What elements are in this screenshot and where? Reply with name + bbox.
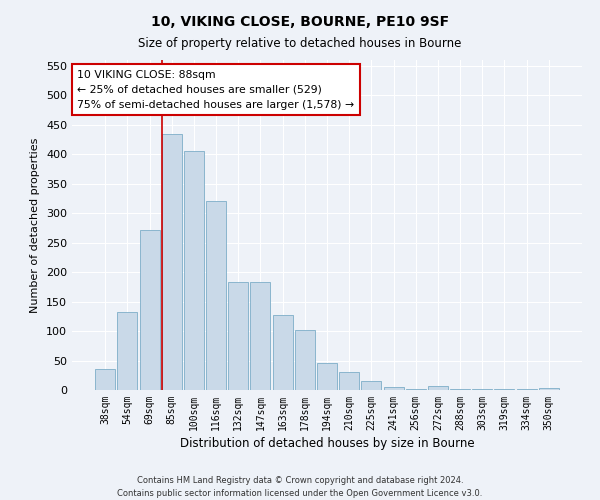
Bar	[428, 386, 448, 390]
Bar	[317, 364, 337, 390]
Bar	[118, 312, 137, 390]
Bar	[494, 389, 514, 390]
Bar	[272, 315, 293, 390]
Bar	[228, 282, 248, 390]
Bar	[140, 230, 160, 390]
Bar	[184, 152, 204, 390]
Text: Contains HM Land Registry data © Crown copyright and database right 2024.
Contai: Contains HM Land Registry data © Crown c…	[118, 476, 482, 498]
Bar	[450, 389, 470, 390]
X-axis label: Distribution of detached houses by size in Bourne: Distribution of detached houses by size …	[179, 437, 475, 450]
Bar	[95, 370, 115, 390]
Bar	[406, 389, 426, 390]
Bar	[162, 134, 182, 390]
Bar	[206, 202, 226, 390]
Bar	[339, 372, 359, 390]
Bar	[361, 380, 382, 390]
Text: 10 VIKING CLOSE: 88sqm
← 25% of detached houses are smaller (529)
75% of semi-de: 10 VIKING CLOSE: 88sqm ← 25% of detached…	[77, 70, 354, 110]
Bar	[250, 282, 271, 390]
Text: Size of property relative to detached houses in Bourne: Size of property relative to detached ho…	[139, 38, 461, 51]
Bar	[295, 330, 315, 390]
Y-axis label: Number of detached properties: Number of detached properties	[31, 138, 40, 312]
Bar	[383, 387, 404, 390]
Text: 10, VIKING CLOSE, BOURNE, PE10 9SF: 10, VIKING CLOSE, BOURNE, PE10 9SF	[151, 15, 449, 29]
Bar	[539, 388, 559, 390]
